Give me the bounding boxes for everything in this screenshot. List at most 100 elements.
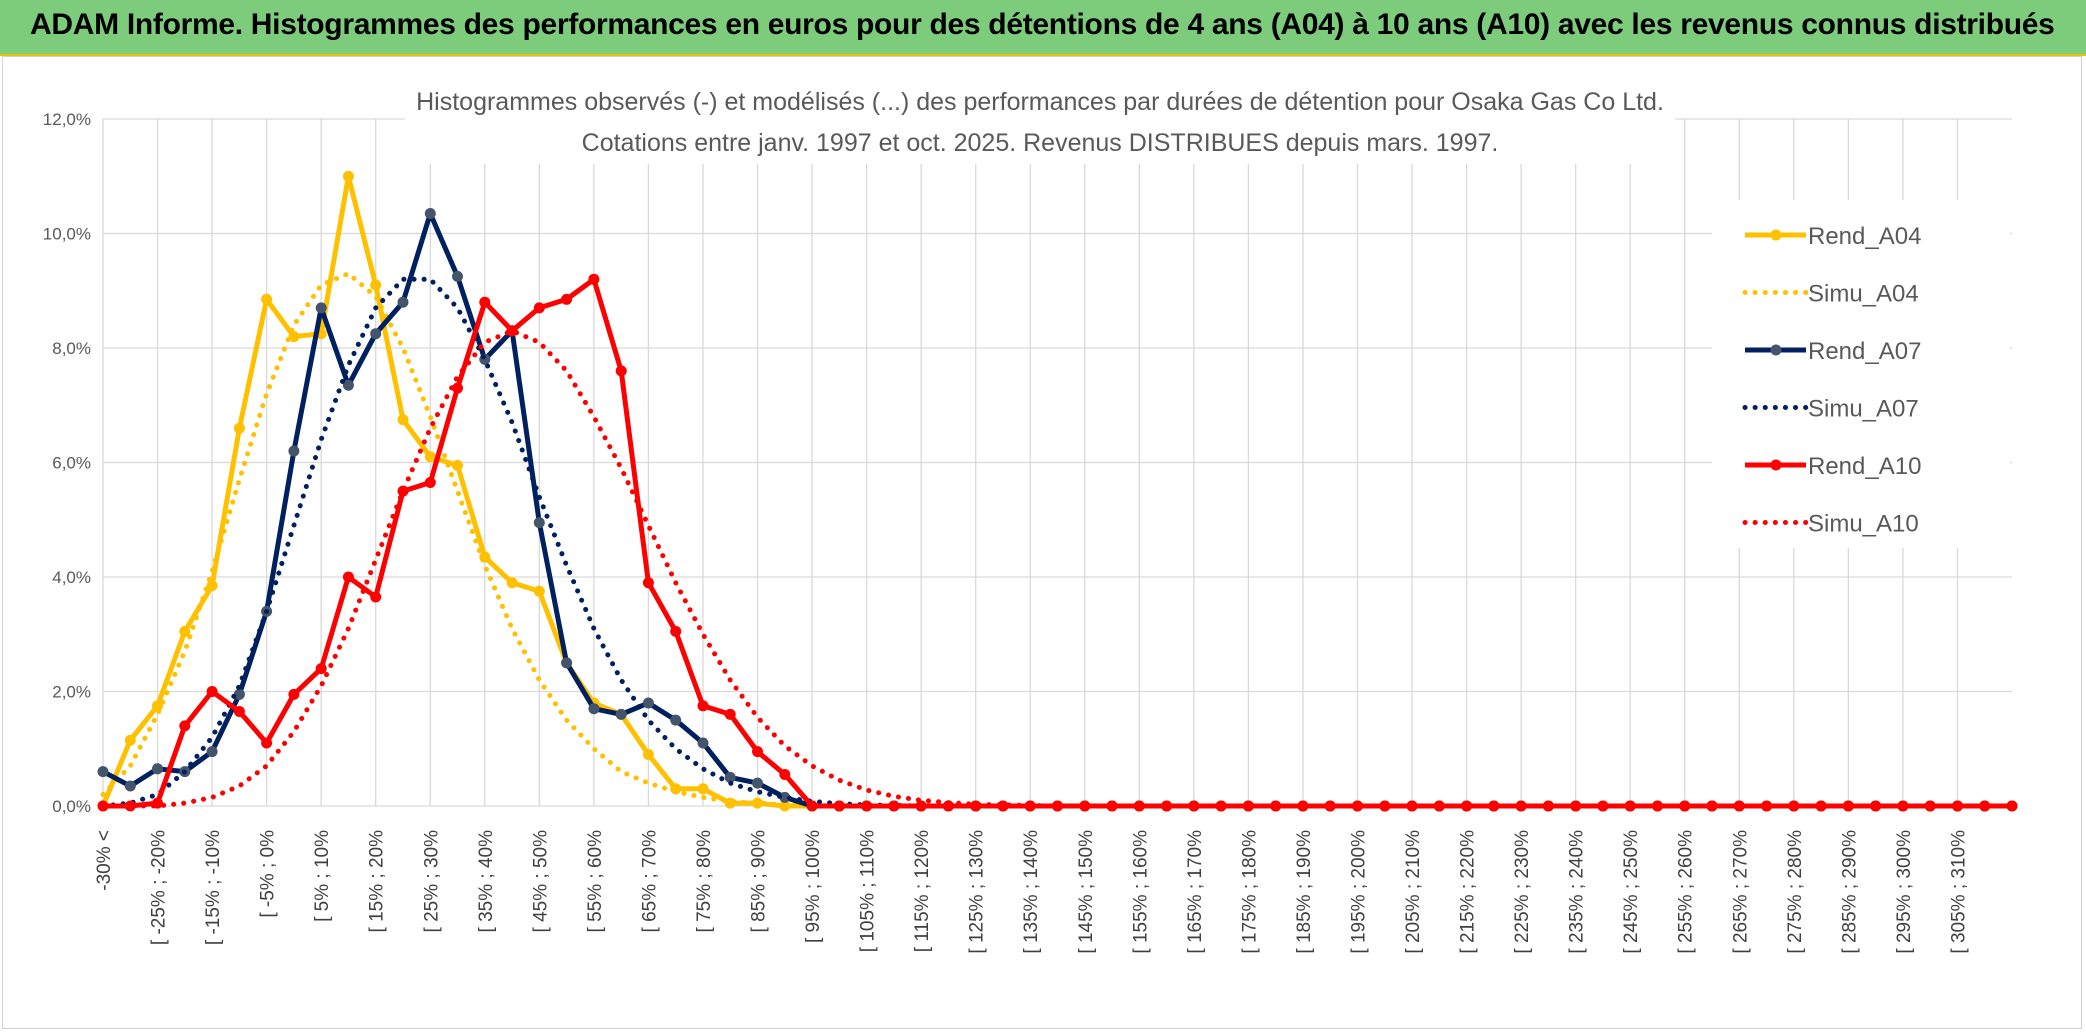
legend: Rend_A04 Simu_A04 Rend_A07 Simu_A07 Rend_A10… — [1712, 200, 2010, 548]
point-Rend_A07 — [206, 746, 218, 758]
point-Rend_A04 — [342, 170, 354, 182]
legend-label: Rend_A10 — [1808, 453, 1921, 480]
point-Rend_A10 — [1979, 800, 1991, 812]
x-tick-label: [ 245% ; 250% — [1621, 830, 1642, 954]
point-Rend_A10 — [779, 769, 791, 780]
x-tick-label: [ 285% ; 290% — [1839, 830, 1860, 954]
point-Rend_A10 — [370, 591, 382, 603]
x-tick-label: [ 85% ; 90% — [749, 830, 770, 933]
x-tick-label: [ 185% ; 190% — [1294, 830, 1315, 954]
point-Rend_A10 — [942, 800, 954, 812]
point-Rend_A10 — [452, 382, 463, 394]
point-Rend_A10 — [1624, 800, 1636, 812]
point-Rend_A10 — [915, 800, 927, 812]
x-tick-label: [ 5% ; 10% — [312, 830, 333, 922]
point-Rend_A10 — [124, 800, 136, 812]
point-Rend_A04 — [424, 451, 436, 463]
point-Rend_A10 — [724, 708, 736, 720]
point-Rend_A10 — [670, 625, 682, 637]
legend-item-Simu_A07: Simu_A07 — [1742, 396, 1919, 423]
x-axis: -30% < [ -25% ; -20% [ -15% ; -10% [ -5% ; … — [94, 830, 1969, 954]
point-Rend_A07 — [615, 708, 627, 720]
point-Rend_A10 — [697, 700, 709, 712]
legend-label: Rend_A04 — [1808, 223, 1921, 250]
x-tick-label: [ 205% ; 210% — [1403, 830, 1424, 954]
legend-marker — [1770, 229, 1782, 241]
point-Rend_A10 — [233, 706, 245, 717]
point-Rend_A07 — [233, 688, 245, 700]
x-tick-label: [ 295% ; 300% — [1894, 830, 1915, 954]
x-tick-label: [ 115% ; 120% — [912, 830, 933, 952]
x-tick-label: [ 55% ; 60% — [585, 830, 606, 933]
point-Rend_A04 — [124, 734, 136, 746]
series-Simu_A10 — [100, 328, 2015, 809]
point-Rend_A10 — [642, 577, 654, 589]
x-tick-label: [ 225% ; 230% — [1512, 830, 1533, 954]
point-Rend_A07 — [642, 697, 654, 709]
point-Rend_A04 — [506, 577, 518, 589]
report-banner: ADAM Informe. Histogrammes des performan… — [0, 0, 2086, 56]
point-Rend_A10 — [479, 296, 491, 308]
x-tick-label: [ 275% ; 280% — [1785, 830, 1806, 954]
point-Rend_A10 — [261, 737, 273, 749]
point-Rend_A10 — [288, 688, 300, 700]
legend-label: Rend_A07 — [1808, 338, 1921, 365]
point-Rend_A10 — [179, 720, 191, 732]
y-tick-label: 8,0% — [52, 339, 91, 358]
point-Rend_A10 — [315, 663, 327, 675]
point-Rend_A10 — [1706, 800, 1718, 812]
point-Rend_A10 — [1188, 800, 1200, 812]
point-Rend_A07 — [670, 714, 682, 726]
legend-label: Simu_A10 — [1808, 511, 1919, 538]
x-tick-label: [ 215% ; 220% — [1458, 830, 1479, 954]
point-Rend_A10 — [1270, 800, 1282, 812]
legend-item-Rend_A04: Rend_A04 — [1745, 223, 1921, 250]
x-tick-label: [ 195% ; 200% — [1348, 830, 1369, 954]
point-Rend_A04 — [152, 700, 163, 712]
x-tick-label: [ -5% ; 0% — [258, 830, 279, 918]
point-Rend_A04 — [452, 459, 463, 471]
point-Rend_A10 — [1733, 800, 1745, 812]
legend-label: Simu_A04 — [1808, 281, 1919, 308]
point-Rend_A10 — [206, 686, 218, 697]
x-tick-label: [ 25% ; 30% — [421, 830, 442, 933]
y-tick-label: 0,0% — [52, 797, 91, 816]
point-Rend_A10 — [2006, 800, 2018, 812]
series — [97, 170, 2018, 812]
point-Rend_A04 — [642, 749, 654, 760]
legend-marker — [1770, 459, 1782, 471]
point-Rend_A04 — [370, 279, 382, 291]
point-Rend_A07 — [370, 328, 382, 340]
point-Rend_A07 — [124, 780, 136, 792]
point-Rend_A07 — [588, 703, 600, 715]
report-title: ADAM Informe. Histogrammes des performan… — [30, 8, 2055, 41]
x-tick-label: [ 145% ; 150% — [1076, 830, 1097, 954]
y-tick-label: 2,0% — [52, 683, 91, 702]
point-Rend_A07 — [533, 517, 545, 529]
point-Rend_A07 — [424, 208, 436, 219]
chart-title-line-1: Histogrammes observés (-) et modélisés (… — [416, 88, 1664, 116]
point-Rend_A07 — [97, 766, 109, 778]
point-Rend_A07 — [315, 302, 327, 314]
point-Rend_A10 — [1161, 800, 1173, 812]
legend-item-Rend_A10: Rend_A10 — [1745, 453, 1921, 480]
x-tick-label: [ 125% ; 130% — [967, 830, 988, 954]
point-Rend_A04 — [261, 293, 273, 305]
point-Rend_A04 — [397, 414, 409, 426]
point-Rend_A10 — [1515, 800, 1527, 812]
point-Rend_A04 — [179, 625, 191, 637]
point-Rend_A10 — [533, 302, 545, 314]
point-Rend_A10 — [588, 273, 600, 285]
point-Rend_A07 — [697, 737, 709, 749]
point-Rend_A10 — [561, 293, 573, 305]
point-Rend_A10 — [1542, 800, 1554, 812]
point-Rend_A10 — [1461, 800, 1473, 812]
point-Rend_A10 — [1815, 800, 1827, 812]
legend-item-Rend_A07: Rend_A07 — [1745, 338, 1921, 365]
x-tick-label: [ 175% ; 180% — [1239, 830, 1260, 954]
legend-item-Simu_A04: Simu_A04 — [1742, 281, 1919, 308]
y-tick-label: 6,0% — [52, 454, 91, 473]
x-tick-label: [ -25% ; -20% — [149, 830, 170, 945]
point-Rend_A07 — [397, 296, 409, 308]
